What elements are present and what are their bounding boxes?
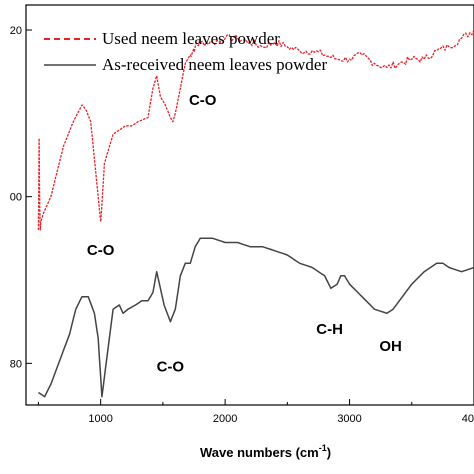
series-lines <box>37 29 474 398</box>
plot-frame <box>25 4 474 406</box>
legend-label-asreceived: As-received neem leaves powder <box>102 55 327 74</box>
x-tick-label: 1000 <box>88 413 112 425</box>
x-axis-title-sup: -1 <box>319 443 327 453</box>
axis-ticks: 1000 2000 3000 4000 80 00 20 <box>10 25 474 425</box>
y-tick-label: 20 <box>10 25 22 37</box>
annotation-label: C-O <box>157 359 185 376</box>
annotations: C-O C-O C-H OH C-O <box>87 92 402 376</box>
x-tick-label: 3000 <box>337 413 361 425</box>
y-tick-label: 80 <box>10 358 22 370</box>
annotation-label: OH <box>379 338 402 355</box>
annotation-label: C-H <box>316 321 343 338</box>
y-tick-label: 00 <box>10 192 22 204</box>
series-line-asreceived <box>37 237 474 398</box>
x-axis-title-end: ) <box>327 445 331 460</box>
legend: Used neem leaves powder As-received neem… <box>44 29 327 74</box>
annotation-label: C-O <box>87 242 115 259</box>
x-axis-title: Wave numbers (cm-1) <box>200 443 331 460</box>
legend-label-used: Used neem leaves powder <box>102 29 280 48</box>
x-axis-title-main: Wave numbers (cm <box>200 445 319 460</box>
x-tick-label: 2000 <box>213 413 237 425</box>
annotation-label: C-O <box>189 92 217 109</box>
series-line-used <box>37 29 474 231</box>
x-tick-label: 4000 <box>462 413 474 425</box>
